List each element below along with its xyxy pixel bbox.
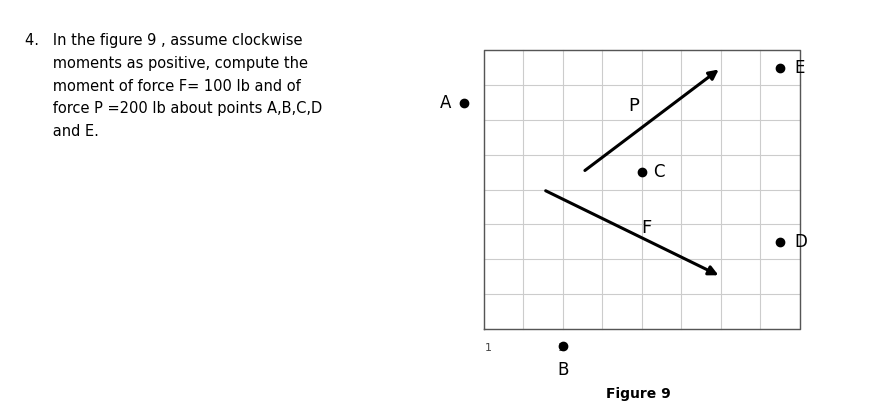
Text: 4.   In the figure 9 , assume clockwise
      moments as positive, compute the
 : 4. In the figure 9 , assume clockwise mo… bbox=[26, 33, 323, 139]
Text: B: B bbox=[557, 361, 568, 379]
Text: P: P bbox=[628, 97, 640, 115]
Text: E: E bbox=[794, 59, 804, 77]
Text: 1: 1 bbox=[557, 343, 564, 353]
Text: C: C bbox=[653, 163, 664, 181]
Text: A: A bbox=[440, 94, 451, 112]
Text: 1: 1 bbox=[485, 343, 492, 353]
Text: F: F bbox=[641, 219, 651, 237]
Text: D: D bbox=[794, 233, 807, 251]
Text: Figure 9: Figure 9 bbox=[605, 387, 671, 401]
